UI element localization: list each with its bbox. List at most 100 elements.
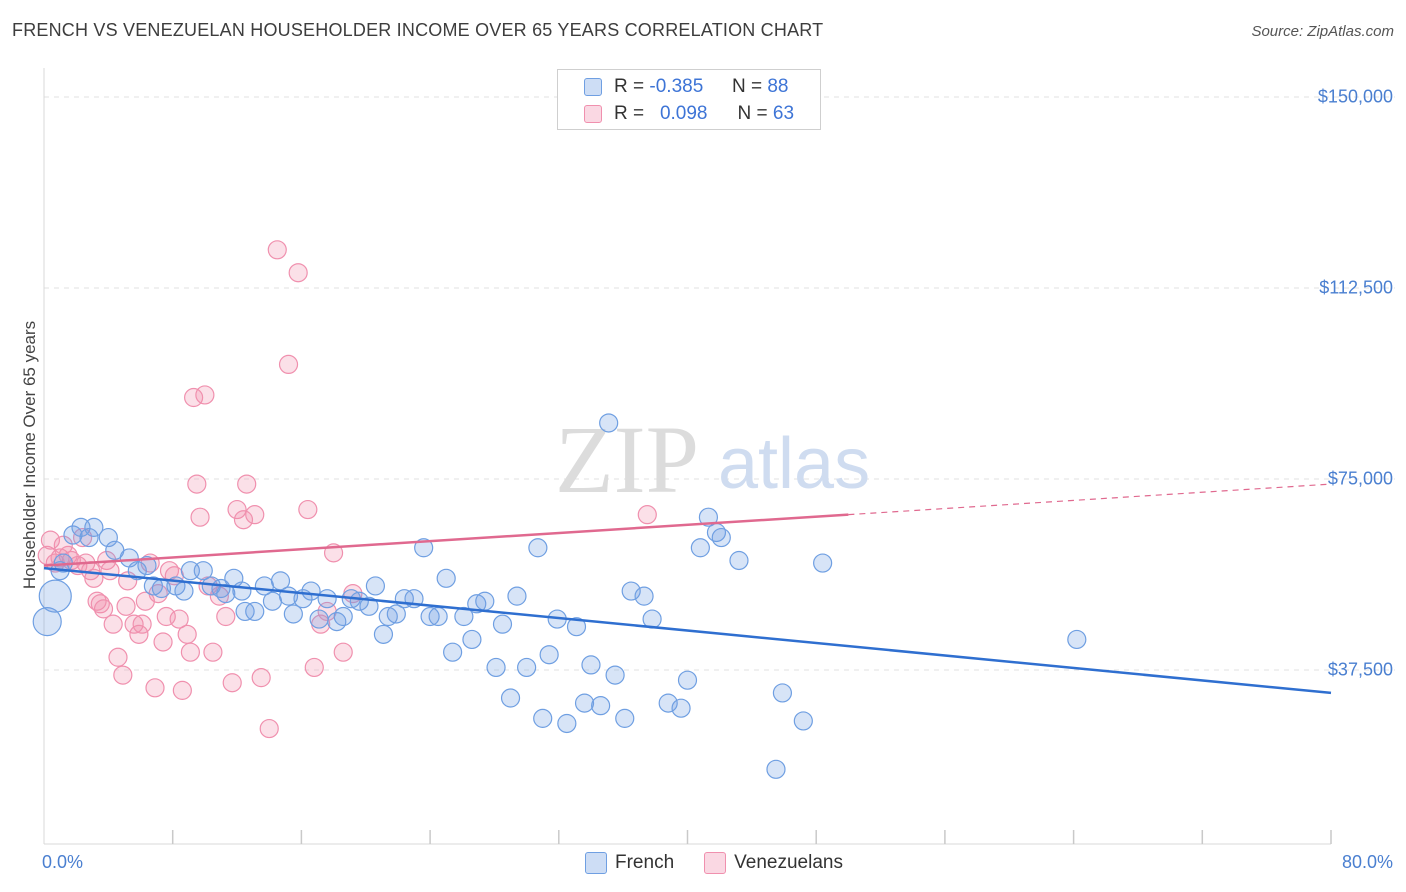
venezuelans-point <box>333 642 353 662</box>
french-point <box>772 683 793 703</box>
venezuelans-point <box>267 240 287 260</box>
venezuelans-point <box>190 507 210 527</box>
french-point <box>500 688 521 708</box>
venezuelans-point <box>100 561 120 581</box>
r-value-venezuelans: 0.098 <box>659 103 708 124</box>
french-point <box>365 576 386 596</box>
venezuelans-point <box>259 718 279 739</box>
french-point <box>262 591 283 611</box>
french-point <box>193 561 213 581</box>
french-swatch <box>584 78 602 96</box>
legend-item-french: French <box>585 852 674 874</box>
french-point <box>766 759 786 779</box>
french-point <box>528 538 548 558</box>
venezuelans-point <box>169 609 189 629</box>
french-point <box>698 507 719 527</box>
french-point <box>574 693 595 713</box>
venezuelans-point <box>203 642 223 662</box>
venezuelans-point <box>145 678 165 698</box>
french-point <box>517 657 537 678</box>
venezuelans-point <box>187 474 207 494</box>
venezuelans-point <box>304 657 324 678</box>
venezuelans-point <box>113 665 133 685</box>
french-point <box>605 665 625 685</box>
french-point <box>349 591 369 611</box>
venezuelans-point <box>177 624 197 644</box>
correlation-legend: R = -0.385 N = 88 R = 0.098 N = 63 <box>557 69 821 130</box>
french-point <box>235 601 255 622</box>
venezuelans-point <box>172 680 192 700</box>
venezuelans-point <box>124 614 144 634</box>
french-point <box>127 561 147 581</box>
venezuelans-trend-extension <box>848 483 1332 516</box>
r-value-french: -0.385 <box>649 76 704 97</box>
french-point <box>333 606 353 627</box>
french-point <box>245 601 265 622</box>
r-label: R = <box>614 76 645 97</box>
zipatlas-watermark: ZIP atlas <box>555 406 870 513</box>
french-point <box>309 609 329 629</box>
venezuelans-point <box>90 594 110 614</box>
french-point <box>599 413 619 433</box>
french-point <box>566 617 587 637</box>
venezuelans-point <box>288 263 308 283</box>
french-point <box>327 612 347 632</box>
french-point <box>301 581 321 601</box>
french-point <box>38 579 72 613</box>
french-point <box>462 629 482 650</box>
n-label: N = <box>737 103 768 124</box>
french-point <box>1067 629 1087 650</box>
venezuelans-legend-swatch <box>704 852 727 874</box>
axes <box>43 68 1332 845</box>
french-point <box>711 527 731 548</box>
trend-lines <box>43 483 1332 695</box>
french-point <box>591 696 611 716</box>
french-point <box>317 589 337 609</box>
venezuelans-point <box>298 499 318 520</box>
french-point <box>793 711 813 731</box>
french-point <box>634 586 654 606</box>
watermark-zip: ZIP <box>555 406 699 513</box>
venezuelans-point <box>180 642 200 662</box>
venezuelans-point <box>184 387 204 408</box>
legend-row-french: R = -0.385 N = 88 <box>584 75 788 99</box>
venezuelans-point <box>116 596 136 616</box>
french-point <box>658 693 678 713</box>
source-label: Source: ZipAtlas.com <box>1251 23 1394 40</box>
french-point <box>475 591 495 611</box>
watermark-atlas: atlas <box>718 424 870 504</box>
french-point <box>813 553 833 573</box>
french-point <box>729 550 749 571</box>
chart-title: FRENCH VS VENEZUELAN HOUSEHOLDER INCOME … <box>12 20 824 40</box>
french-point <box>539 645 559 665</box>
french-point <box>84 517 104 537</box>
french-point <box>32 607 62 637</box>
french-point <box>359 596 379 616</box>
x-tick-label-max: 80.0% <box>1341 852 1393 872</box>
venezuelans-point <box>195 385 215 405</box>
french-point <box>671 698 691 718</box>
french-point <box>507 586 527 606</box>
french-point <box>443 642 463 662</box>
venezuelans-point <box>153 632 173 652</box>
legend-row-venezuelans: R = 0.098 N = 63 <box>584 102 794 126</box>
french-point <box>373 624 394 644</box>
french-legend-swatch <box>585 852 607 874</box>
venezuelans-point <box>108 647 128 667</box>
venezuelans-point <box>237 474 257 494</box>
french-point <box>232 581 252 601</box>
french-point <box>63 525 83 545</box>
legend-label-venezuelans: Venezuelans <box>734 852 843 873</box>
venezuelans-point <box>222 673 242 693</box>
legend-item-venezuelans: Venezuelans <box>704 852 843 874</box>
legend-label-french: French <box>615 852 675 873</box>
venezuelans-trend-line <box>43 513 849 567</box>
venezuelans-point <box>637 505 657 525</box>
y-tick-label-2: $75,000 <box>1327 468 1393 489</box>
venezuelans-point <box>132 614 152 634</box>
x-tick-label-min: 0.0% <box>42 852 84 872</box>
venezuelans-point <box>93 599 114 619</box>
french-point <box>420 606 440 627</box>
french-point <box>414 538 434 558</box>
